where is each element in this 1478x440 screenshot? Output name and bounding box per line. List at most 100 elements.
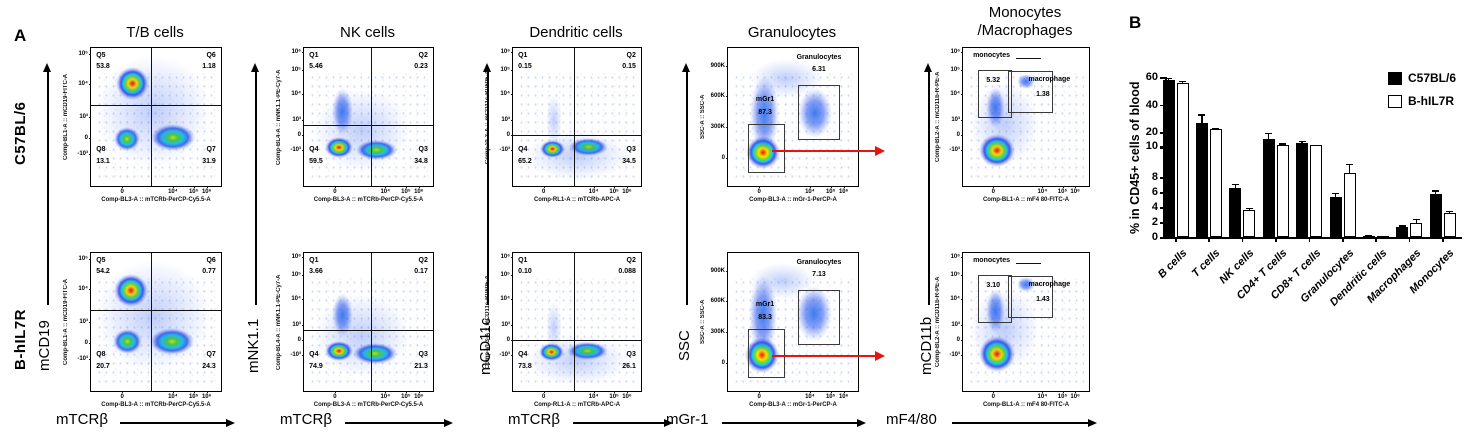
y-axis-tick-label: 10⁶ (500, 49, 510, 56)
y-axis-tick-label: 900K (710, 267, 725, 274)
quadrant-name-br: Q3 (626, 145, 636, 153)
y-axis-tick-label: 10⁵ (291, 67, 302, 74)
y-axis-tick-mark (726, 270, 728, 272)
y-axis-tick-label: 0 (84, 134, 88, 141)
density-blob-cool (1017, 277, 1035, 293)
quadrant-name-br: Q7 (206, 350, 216, 358)
x-axis-tick-label: 0 (991, 394, 995, 400)
quadrant-name-tr: Q2 (626, 52, 636, 60)
y-axis-tick-label: 0 (956, 336, 960, 343)
x-axis-tick-label: 10⁵ (825, 189, 836, 195)
y-axis-tick-mark (511, 298, 513, 300)
quadrant-value-tr: 0.15 (622, 63, 636, 71)
bar-C57BL/6-B cells (1162, 79, 1175, 237)
y-axis-tick-mark (302, 119, 304, 121)
flow-plot-dendritic-cells-row1: Q1 0.10 Q2 0.088 Q4 73.8 Q3 26.1 10⁶ 10⁵ 10⁴ 10³ 0 -1… (485, 252, 642, 408)
y-axis-tick-label: 10⁶ (291, 254, 301, 261)
y-axis-tick-label: 10⁵ (500, 272, 511, 279)
x-axis-tick-label: 10⁴ (805, 394, 815, 400)
quadrant-name-tl: Q1 (309, 52, 319, 60)
error-bar-line (1334, 192, 1337, 197)
gate-macrophage (1008, 276, 1054, 319)
error-bar-cap (1446, 210, 1454, 213)
y-axis-tick-mark (961, 257, 963, 259)
x-axis-tick-label: 10⁶ (414, 189, 424, 195)
plot-title: Granulocytes (747, 24, 837, 41)
y-axis-tick-label: 10⁴ (950, 295, 960, 302)
quadrant-name-bl: Q4 (309, 145, 319, 153)
density-blob-hot (539, 139, 566, 158)
error-bar-cap (1179, 80, 1186, 83)
error-bar-line (1435, 190, 1437, 194)
x-axis-tick-mark (759, 186, 761, 188)
x-axis-tick-label: 0 (120, 189, 124, 195)
y-axis-tick-label: 0 (956, 131, 960, 138)
quadrant-name-bl: Q4 (309, 350, 319, 358)
bar-B-hIL7R-CD4+ T cells (1276, 144, 1289, 237)
x-marker-arrowhead (1088, 418, 1097, 427)
panel-a-label: A (14, 26, 27, 45)
gate-value-granulocytes: 6.31 (812, 65, 826, 73)
x-axis-tick-label: 10⁴ (380, 189, 391, 195)
y-axis-tick-mark (89, 53, 91, 55)
x-axis-tick-mark (1075, 391, 1077, 393)
y-axis-tick-label: 0 (297, 131, 301, 138)
density-blob-speck (96, 259, 211, 374)
gate-name-monocytes: monocytes (973, 52, 1011, 60)
x-marker-arrow (120, 422, 226, 424)
x-marker-arrowhead (444, 418, 453, 427)
x-axis-tick-mark (993, 391, 995, 393)
x-axis-tick-label: 10⁵ (401, 394, 411, 400)
quadrant-value-br: 31.9 (202, 158, 216, 166)
y-axis-tick-label: 10⁵ (500, 67, 511, 74)
x-tick-mark (1241, 237, 1244, 242)
y-axis-tick-label: 10⁵ (78, 255, 89, 262)
gate-monocytes (978, 275, 1012, 323)
y-axis-tick-label: 10³ (951, 321, 960, 328)
x-axis-tick-mark (626, 186, 628, 188)
y-axis-tick-label: 10⁵ (950, 272, 961, 279)
quadrant-name-tl: Q1 (518, 52, 528, 60)
flow-plot-nk-cells-row1: Q1 3.66 Q2 0.17 Q4 74.9 Q3 21.3 10⁶ 10⁵ 10⁴ 10³ 0 -10… (276, 252, 434, 408)
x-axis-name: Comp-RL1-A :: mTCRb-APC-A (533, 402, 621, 408)
quadrant-value-bl: 65.2 (518, 158, 532, 166)
x-axis-tick-label: 10⁵ (1057, 394, 1068, 400)
bar-C57BL/6-Dendritic cells (1362, 235, 1375, 237)
y-axis-tick-mark (511, 150, 513, 152)
x-axis-tick-label: 10⁶ (414, 394, 424, 400)
quadrant-value-tr: 0.088 (618, 268, 636, 276)
y-tick-label: 10 (1145, 140, 1158, 152)
x-axis-tick-label: 0 (120, 394, 124, 400)
quadrant-value-br: 34.5 (622, 158, 636, 166)
y-axis-tick-mark (726, 126, 728, 128)
error-bar-cap (1265, 132, 1273, 135)
y-axis-tick-label: 600K (710, 298, 725, 305)
y-axis-tick-label: 10⁶ (950, 49, 960, 56)
x-marker-label: mTCRβ (280, 411, 332, 428)
x-axis-tick-label: 10⁵ (401, 189, 411, 195)
x-marker-label: mGr-1 (666, 411, 709, 428)
error-bar-cap (1245, 207, 1253, 210)
x-axis-tick-mark (385, 186, 387, 188)
y-axis-tick-label: 10⁴ (950, 90, 960, 97)
x-axis-tick-mark (843, 391, 845, 393)
y-axis-tick-mark (89, 258, 91, 260)
y-tick-mark (1160, 237, 1165, 239)
red-arrow-line (772, 149, 876, 153)
density-blob-warm (149, 327, 194, 356)
y-axis-tick-mark (89, 154, 91, 156)
red-arrow-line (772, 354, 876, 358)
quadrant-value-tl: 53.8 (96, 63, 110, 71)
gate-value-mgr1: 87.3 (758, 108, 772, 116)
y-axis-tick-label: -10³ (290, 352, 301, 359)
x-axis-name: Comp-BL1-A :: mF4 80-FITC-A (982, 402, 1070, 408)
y-axis-tick-mark (961, 275, 963, 277)
x-axis-tick-mark (405, 391, 407, 393)
y-tick-label: 20 (1145, 126, 1158, 139)
y-axis-name: Comp-BL2-A :: mCD11b-R-PE-A (935, 71, 941, 163)
x-axis-tick-label: 10⁶ (838, 394, 849, 400)
y-axis-tick-label: 10⁴ (291, 90, 301, 97)
quadrant-hline (513, 339, 641, 341)
density-blob-hot (979, 133, 1015, 167)
x-axis-tick-label: 0 (757, 394, 761, 400)
